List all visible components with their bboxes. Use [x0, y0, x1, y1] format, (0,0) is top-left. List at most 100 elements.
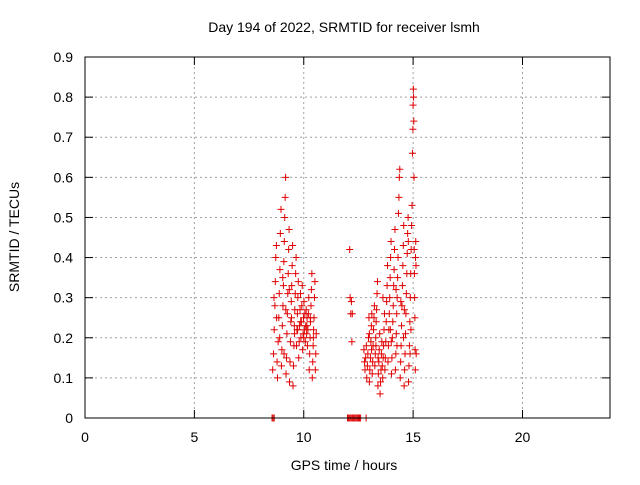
data-point — [366, 354, 374, 362]
y-tick-label: 0.9 — [54, 49, 74, 65]
data-point — [365, 334, 372, 342]
data-point — [405, 362, 413, 370]
data-point — [372, 342, 380, 350]
data-point — [292, 254, 300, 262]
data-point — [286, 358, 294, 366]
data-point — [282, 173, 290, 181]
data-point — [269, 366, 277, 374]
data-point — [406, 318, 414, 326]
plot-frame — [84, 56, 611, 419]
data-point — [278, 346, 286, 354]
data-point — [396, 165, 404, 173]
data-point — [375, 358, 383, 366]
data-point — [285, 286, 293, 294]
data-point — [348, 310, 356, 318]
data-point — [389, 302, 397, 310]
data-point — [374, 370, 382, 378]
data-point — [399, 262, 407, 270]
data-point — [391, 366, 399, 374]
data-point — [270, 294, 278, 302]
data-point — [397, 298, 405, 306]
data-point — [406, 350, 414, 358]
data-point — [384, 342, 392, 350]
data-point — [276, 266, 284, 274]
data-point — [273, 314, 281, 322]
data-point — [284, 290, 292, 298]
data-point — [370, 314, 378, 322]
data-point — [270, 350, 278, 358]
data-point — [390, 266, 398, 274]
x-tick-label: 0 — [81, 429, 89, 445]
data-point — [384, 262, 392, 270]
data-point — [303, 330, 311, 338]
data-point — [311, 366, 319, 374]
data-point — [376, 330, 384, 338]
data-point — [402, 310, 410, 318]
data-point — [386, 274, 394, 282]
data-point — [404, 238, 412, 246]
y-tick-label: 0.4 — [54, 250, 74, 266]
data-point — [394, 209, 402, 217]
y-tick-labels: 0 0.1 0.2 0.3 0.4 0.5 0.6 0.7 0.8 0.9 — [54, 49, 74, 426]
data-point — [392, 286, 400, 294]
data-point — [383, 282, 391, 290]
data-point — [410, 246, 418, 254]
data-point — [369, 358, 377, 366]
data-point — [307, 286, 315, 294]
data-point — [279, 302, 287, 310]
data-point — [397, 358, 405, 366]
data-point — [412, 254, 420, 262]
data-point — [301, 338, 309, 346]
data-point — [274, 374, 281, 382]
data-point — [295, 354, 303, 362]
data-point — [365, 378, 373, 386]
data-point — [300, 298, 308, 306]
data-point — [408, 201, 416, 209]
data-point — [403, 250, 411, 258]
data-point — [410, 93, 418, 101]
data-point — [305, 366, 313, 374]
data-point — [348, 338, 356, 346]
y-tick-label: 0.8 — [54, 89, 74, 105]
data-point — [285, 225, 293, 233]
data-point — [390, 282, 398, 290]
data-point — [377, 378, 385, 386]
data-point — [367, 322, 375, 330]
data-point — [411, 366, 419, 374]
data-point — [376, 390, 384, 398]
data-point — [408, 221, 416, 229]
data-point — [281, 213, 289, 221]
x-tick-labels: 0 5 10 15 20 — [81, 429, 530, 445]
data-point — [392, 350, 400, 358]
data-point — [409, 125, 417, 133]
data-point — [408, 149, 416, 157]
data-point — [309, 342, 317, 350]
data-point — [405, 378, 413, 386]
gridlines — [85, 57, 610, 418]
data-point — [412, 262, 420, 270]
data-point — [371, 350, 379, 358]
data-point — [280, 350, 288, 358]
data-point — [288, 262, 296, 270]
data-point — [294, 278, 302, 286]
data-point — [370, 326, 378, 334]
data-point — [374, 382, 382, 390]
x-tick-label: 5 — [190, 429, 198, 445]
data-point — [393, 310, 401, 318]
data-point — [312, 330, 320, 338]
data-point — [292, 270, 300, 278]
data-point — [379, 374, 387, 382]
data-point — [405, 342, 413, 350]
data-point — [296, 290, 304, 298]
data-point — [360, 346, 368, 354]
data-point — [277, 205, 285, 213]
data-point — [409, 101, 417, 109]
data-point — [410, 270, 418, 278]
data-point — [379, 294, 387, 302]
data-point — [276, 229, 284, 237]
data-point — [300, 334, 308, 342]
data-point — [289, 382, 297, 390]
data-point — [411, 294, 419, 302]
data-point — [282, 306, 290, 314]
